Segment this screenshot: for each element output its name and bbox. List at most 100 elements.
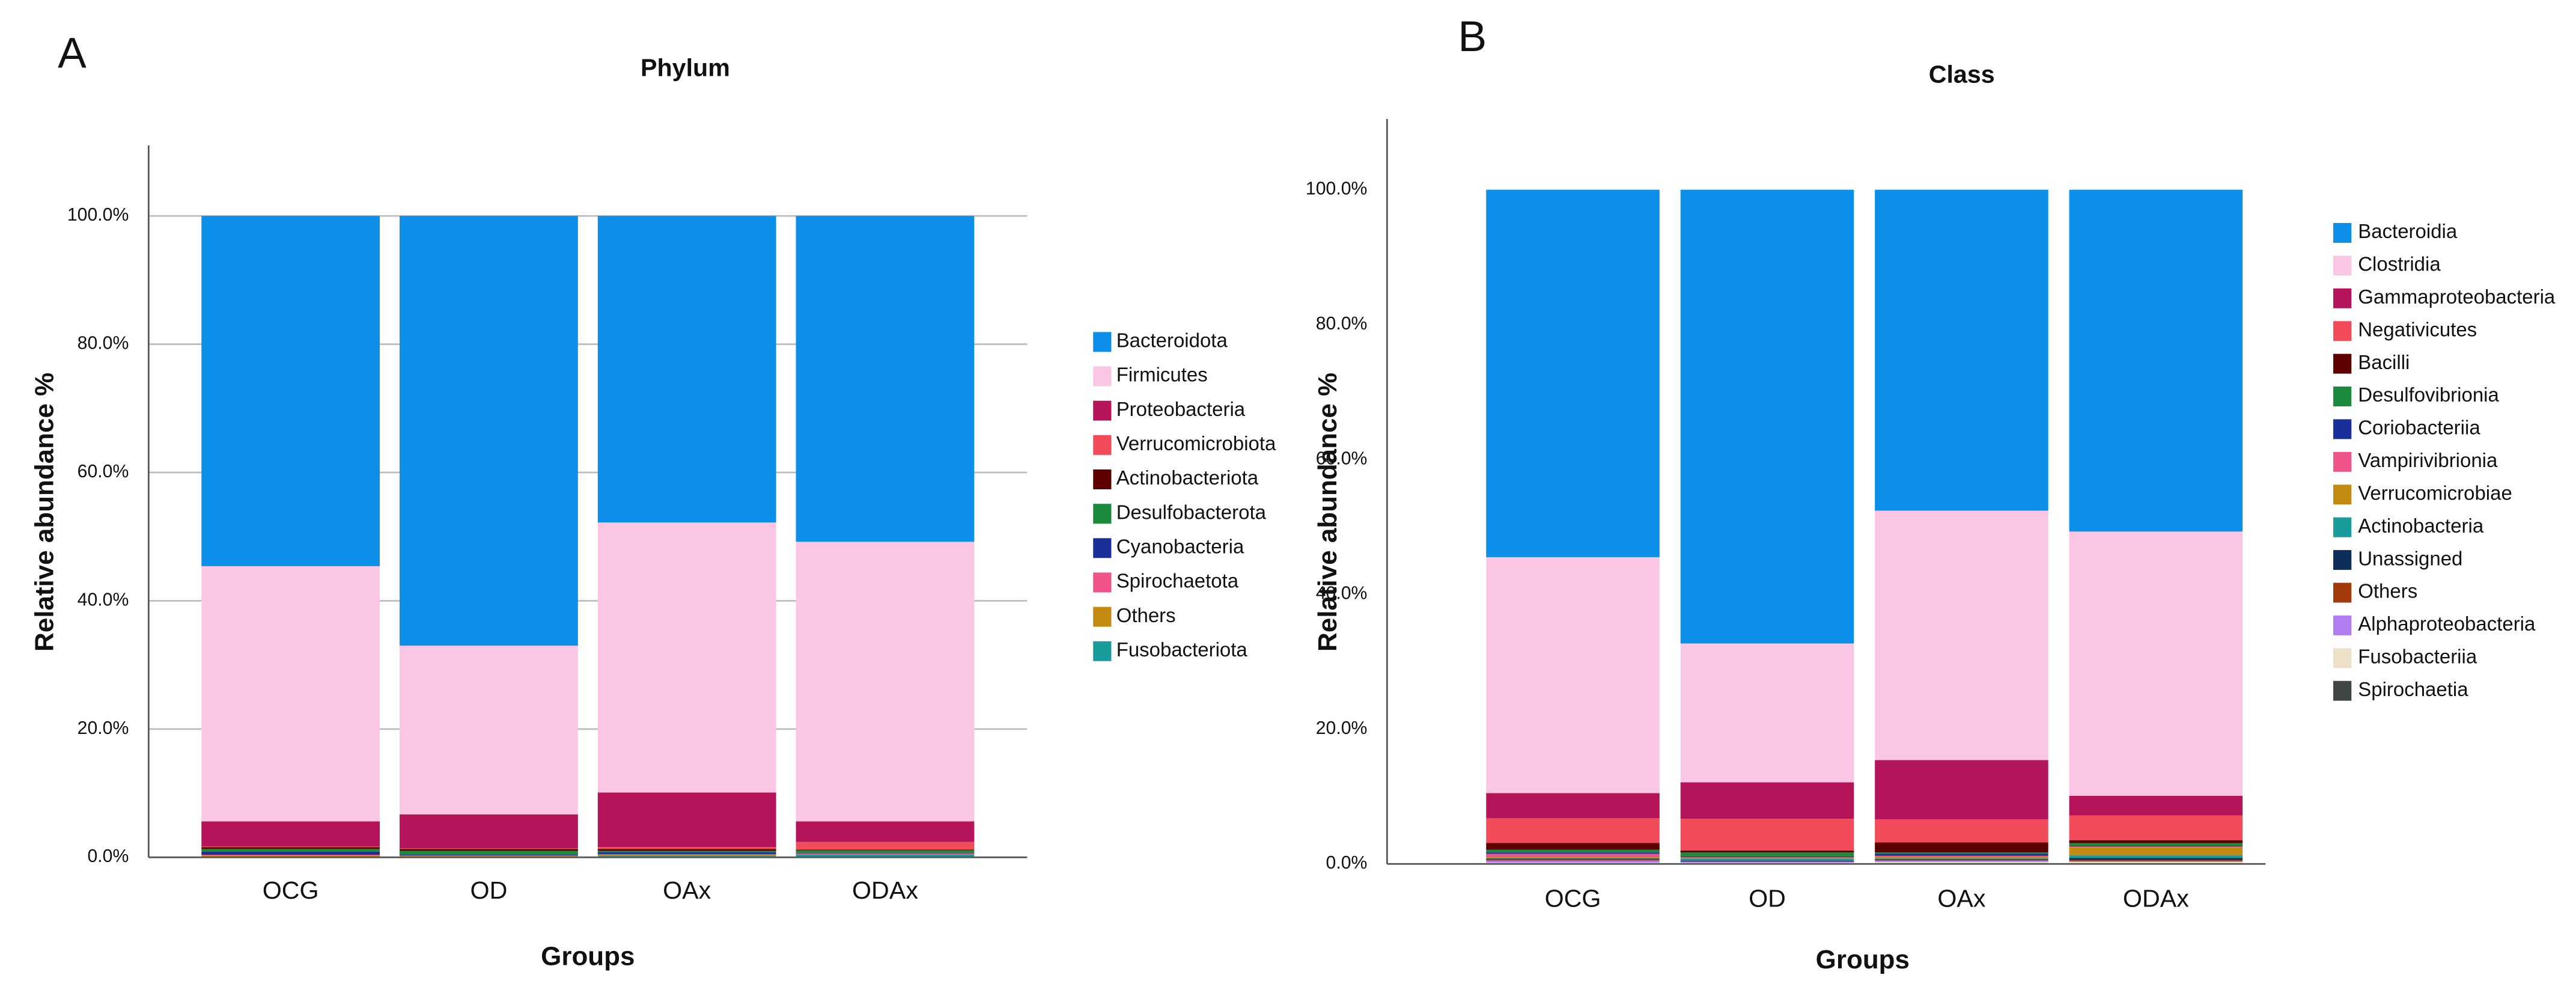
legend-label: Spirochaetia bbox=[2358, 678, 2468, 700]
bar-segment bbox=[796, 850, 975, 853]
legend-swatch bbox=[1093, 435, 1112, 455]
legend-swatch bbox=[1093, 332, 1112, 352]
bar-segment bbox=[1486, 859, 1660, 861]
y-tick-label: 40.0% bbox=[1316, 584, 1368, 604]
legend-label: Fusobacteriia bbox=[2358, 646, 2477, 668]
legend-swatch bbox=[2333, 615, 2352, 635]
bar-segment bbox=[201, 566, 380, 822]
x-tick-label: OAx bbox=[663, 876, 711, 904]
bar-segment bbox=[1680, 852, 1854, 857]
bar-segment bbox=[1875, 856, 2048, 859]
bar-segment bbox=[1680, 782, 1854, 819]
bar-segment bbox=[2069, 858, 2243, 860]
bar-segment bbox=[1680, 861, 1854, 862]
legend-label: Gammaproteobacteria bbox=[2358, 286, 2556, 308]
bar-segment bbox=[1486, 852, 1660, 854]
y-tick-label: 20.0% bbox=[78, 718, 129, 738]
legend-label: Others bbox=[2358, 580, 2417, 602]
legend-label: Fusobacteriota bbox=[1116, 638, 1248, 661]
y-tick-label: 40.0% bbox=[78, 590, 129, 610]
legend-swatch bbox=[1093, 469, 1112, 489]
legend-swatch bbox=[2333, 419, 2352, 439]
bar-segment bbox=[1680, 857, 1854, 858]
x-axis-title: Groups bbox=[541, 942, 635, 971]
y-tick-label: 0.0% bbox=[87, 846, 129, 866]
bar-segment bbox=[1680, 858, 1854, 861]
legend-label: Actinobacteria bbox=[2358, 515, 2484, 537]
bar-segment bbox=[2069, 843, 2243, 846]
bar-segment bbox=[400, 814, 578, 849]
bar-segment bbox=[1875, 189, 2048, 511]
legend-label: Desulfovibrionia bbox=[2358, 383, 2499, 406]
y-tick-label: 80.0% bbox=[1316, 314, 1368, 334]
legend-swatch bbox=[1093, 572, 1112, 593]
legend-swatch bbox=[1093, 641, 1112, 661]
x-axis-title: Groups bbox=[1816, 945, 1910, 974]
bar-segment bbox=[1486, 860, 1660, 863]
bar-segment bbox=[796, 854, 975, 855]
legend-swatch bbox=[2333, 223, 2352, 243]
bar-segment bbox=[1486, 854, 1660, 858]
bar-segment bbox=[2069, 861, 2243, 864]
bar-segment bbox=[597, 522, 776, 793]
legend-swatch bbox=[2333, 387, 2352, 407]
legend-label: Coriobacteriia bbox=[2358, 417, 2480, 439]
legend-swatch bbox=[1093, 607, 1112, 627]
bar-segment bbox=[201, 849, 380, 852]
bar-segment bbox=[796, 821, 975, 842]
bar-segment bbox=[201, 847, 380, 849]
bar-segment bbox=[597, 852, 776, 854]
legend-swatch bbox=[1093, 366, 1112, 387]
bar-segment bbox=[1875, 842, 2048, 853]
bar-segment bbox=[1875, 860, 2048, 861]
bar-segment bbox=[400, 855, 578, 857]
legend-label: Actinobacteriota bbox=[1116, 466, 1259, 489]
legend-label: Alphaproteobacteria bbox=[2358, 613, 2536, 635]
legend-label: Verrucomicrobiae bbox=[2358, 481, 2512, 504]
bar-segment bbox=[796, 849, 975, 851]
bar-segment bbox=[796, 842, 975, 850]
legend-label: Firmicutes bbox=[1116, 364, 1208, 386]
legend-swatch bbox=[2333, 550, 2352, 570]
bar-segment bbox=[201, 855, 380, 857]
chart-title: Phylum bbox=[641, 53, 730, 81]
bar-segment bbox=[201, 851, 380, 855]
y-tick-label: 100.0% bbox=[1306, 179, 1368, 199]
bar-segment bbox=[400, 856, 578, 857]
legend-swatch bbox=[2333, 517, 2352, 537]
bar-segment bbox=[597, 851, 776, 852]
bar-segment bbox=[597, 849, 776, 851]
legend-label: Desulfobacterota bbox=[1116, 501, 1267, 523]
bar-segment bbox=[796, 216, 975, 542]
legend-swatch bbox=[2333, 484, 2352, 505]
bar-segment bbox=[1875, 855, 2048, 857]
legend-label: Bacteroidota bbox=[1116, 329, 1228, 352]
legend-swatch bbox=[1093, 538, 1112, 558]
y-tick-label: 60.0% bbox=[1316, 448, 1368, 468]
bar-segment bbox=[597, 792, 776, 848]
bar-segment bbox=[1486, 858, 1660, 860]
bar-segment bbox=[400, 216, 578, 646]
bar-segment bbox=[1680, 189, 1854, 644]
bar-segment bbox=[1875, 859, 2048, 860]
bar-segment bbox=[1486, 189, 1660, 557]
bar-segment bbox=[201, 846, 380, 848]
bar-segment bbox=[400, 646, 578, 814]
bar-segment bbox=[2069, 846, 2243, 848]
y-tick-label: 100.0% bbox=[67, 205, 129, 225]
bar-segment bbox=[1875, 860, 2048, 862]
bar-segment bbox=[597, 854, 776, 855]
bar-segment bbox=[796, 852, 975, 854]
bar-segment bbox=[1875, 861, 2048, 864]
x-tick-label: ODAx bbox=[852, 876, 918, 904]
bar-segment bbox=[400, 849, 578, 851]
bar-segment bbox=[1486, 849, 1660, 853]
bar-segment bbox=[796, 854, 975, 858]
legend-swatch bbox=[2333, 288, 2352, 308]
bar-segment bbox=[2069, 531, 2243, 796]
panel-label: A bbox=[58, 29, 87, 77]
bar-segment bbox=[2069, 855, 2243, 858]
bar-segment bbox=[1486, 817, 1660, 843]
legend-label: Clostridia bbox=[2358, 253, 2441, 275]
